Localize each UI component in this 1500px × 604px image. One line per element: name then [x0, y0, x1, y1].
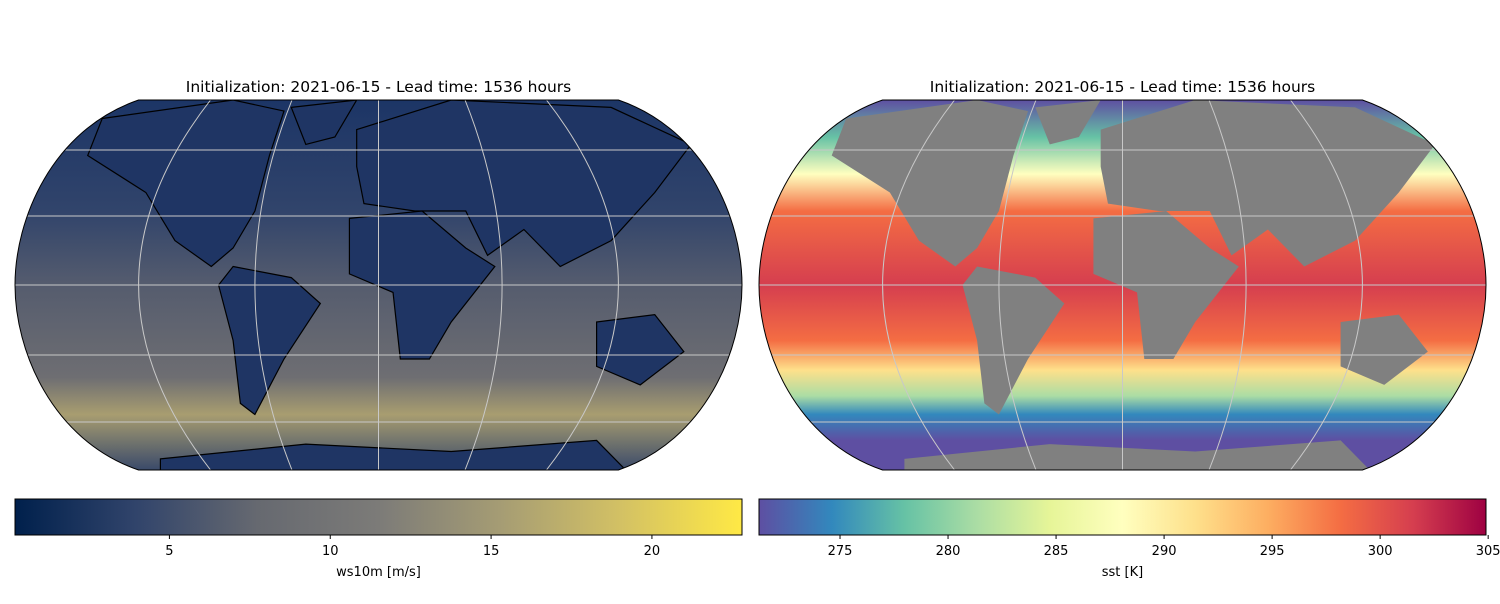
colorbar-tick-label: 275	[828, 544, 853, 559]
colorbar-tick-label: 5	[165, 544, 173, 559]
colorbar	[758, 498, 1487, 536]
map-panel: Initialization: 2021-06-15 - Lead time: …	[758, 78, 1500, 580]
panel-title: Initialization: 2021-06-15 - Lead time: …	[930, 78, 1315, 96]
colorbar-label: sst [K]	[1102, 565, 1143, 580]
panel-title: Initialization: 2021-06-15 - Lead time: …	[186, 78, 571, 96]
colorbar	[14, 498, 743, 536]
land	[1340, 314, 1428, 385]
land	[356, 100, 693, 268]
land	[1035, 100, 1101, 145]
land	[831, 100, 1028, 267]
land	[904, 440, 1377, 470]
colorbar-tick-label: 285	[1044, 544, 1069, 559]
graticule	[138, 100, 211, 470]
colorbar-tick-label: 10	[322, 544, 339, 559]
colorbar-label: ws10m [m/s]	[336, 565, 421, 580]
land	[159, 439, 635, 470]
graticule	[254, 100, 293, 470]
graticule	[1208, 100, 1247, 470]
land	[596, 313, 685, 386]
graticule	[998, 100, 1037, 470]
graticule	[882, 100, 955, 470]
land	[86, 100, 285, 268]
land	[962, 266, 1065, 415]
map-border	[758, 99, 1487, 471]
map-panel: Initialization: 2021-06-15 - Lead time: …	[14, 78, 743, 580]
colorbar-tick-label: 290	[1152, 544, 1177, 559]
colorbar-tick-label: 305	[1476, 544, 1500, 559]
graticule	[546, 100, 619, 470]
land	[1100, 100, 1436, 267]
colorbar-tick-label: 20	[644, 544, 661, 559]
graticule	[464, 100, 503, 470]
land	[290, 100, 358, 146]
colorbar-tick-label: 300	[1368, 544, 1393, 559]
map-area	[759, 100, 1486, 470]
graticule	[1290, 100, 1363, 470]
colorbar-tick-label: 15	[483, 544, 500, 559]
map-border	[14, 99, 743, 471]
land	[217, 265, 322, 416]
colorbar-tick-label: 280	[936, 544, 961, 559]
colorbar-tick-label: 295	[1260, 544, 1285, 559]
map-area	[15, 100, 742, 470]
